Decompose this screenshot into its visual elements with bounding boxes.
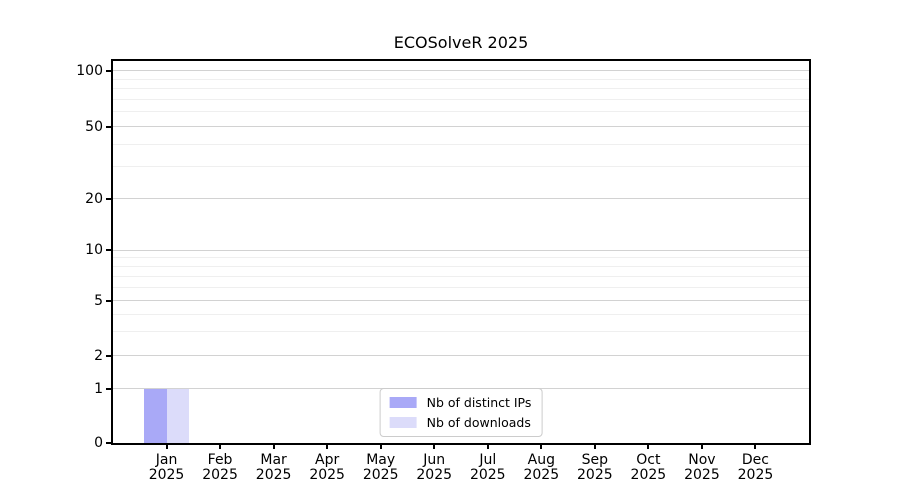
y-axis-tick xyxy=(106,387,111,390)
x-tick-year: 2025 xyxy=(148,467,185,483)
x-axis-tick xyxy=(700,445,703,449)
x-tick-year: 2025 xyxy=(684,467,720,483)
x-axis-tick xyxy=(433,445,436,449)
y-axis-tick xyxy=(106,69,111,72)
y-axis-tick-label: 50 xyxy=(85,118,103,135)
gridline-minor xyxy=(113,313,809,315)
gridline-major xyxy=(113,198,809,200)
legend-swatch xyxy=(389,417,417,428)
y-axis-tick-label: 1 xyxy=(94,380,103,397)
legend-item: Nb of downloads xyxy=(389,414,532,431)
y-axis-tick-label: 10 xyxy=(85,242,103,259)
x-axis-tick-label: Nov 2025 xyxy=(670,453,734,483)
x-tick-month: Feb xyxy=(207,452,233,468)
y-axis-tick-label: 2 xyxy=(94,347,103,364)
x-tick-year: 2025 xyxy=(309,467,345,483)
x-tick-year: 2025 xyxy=(202,467,238,483)
gridline-major xyxy=(113,70,809,72)
bar-downloads xyxy=(166,388,189,443)
x-axis-tick-label: May 2025 xyxy=(349,453,413,483)
bar-distinct-ips xyxy=(143,388,167,443)
legend-label: Nb of distinct IPs xyxy=(426,395,532,410)
gridline-minor xyxy=(113,78,809,80)
x-axis-tick-label: Sep 2025 xyxy=(563,453,627,483)
gridline-minor xyxy=(113,330,809,332)
legend-item: Nb of distinct IPs xyxy=(389,394,532,411)
y-axis-tick xyxy=(106,299,111,302)
x-axis-tick xyxy=(165,445,168,449)
x-axis-tick xyxy=(219,445,222,449)
x-tick-month: Dec xyxy=(741,452,769,468)
x-tick-month: Aug xyxy=(527,452,555,468)
x-tick-year: 2025 xyxy=(630,467,667,483)
gridline-minor xyxy=(113,143,809,145)
gridline-major xyxy=(113,126,809,128)
x-axis-tick-label: Oct 2025 xyxy=(616,453,680,483)
x-tick-month: Nov xyxy=(688,452,716,468)
plot-area: Nb of distinct IPs Nb of downloads xyxy=(111,59,811,445)
x-tick-year: 2025 xyxy=(577,467,613,483)
chart-title: ECOSolveR 2025 xyxy=(393,33,529,52)
x-tick-month: Jul xyxy=(479,452,497,468)
x-axis-tick-label: Jul 2025 xyxy=(456,453,520,483)
x-axis-tick-label: Aug 2025 xyxy=(509,453,573,483)
y-axis-tick-label: 20 xyxy=(85,190,103,207)
x-axis-tick xyxy=(486,445,489,449)
x-axis-tick-label: Mar 2025 xyxy=(242,453,306,483)
x-tick-year: 2025 xyxy=(737,467,774,483)
x-tick-month: Oct xyxy=(636,452,661,468)
y-axis-tick-label: 5 xyxy=(94,292,103,309)
x-axis-tick-label: Jun 2025 xyxy=(402,453,466,483)
gridline-minor xyxy=(113,286,809,288)
x-tick-year: 2025 xyxy=(362,467,399,483)
x-tick-month: Apr xyxy=(315,452,340,468)
y-axis-tick xyxy=(106,354,111,357)
x-tick-year: 2025 xyxy=(469,467,506,483)
y-axis-tick xyxy=(106,197,111,200)
x-tick-month: Jan xyxy=(155,452,178,468)
gridline-minor xyxy=(113,265,809,267)
gridline-major xyxy=(113,300,809,301)
x-axis-tick xyxy=(593,445,596,449)
x-axis-tick-label: Feb 2025 xyxy=(188,453,252,483)
x-axis-tick xyxy=(379,445,382,449)
gridline-minor xyxy=(113,88,809,90)
x-tick-month: May xyxy=(366,452,396,468)
y-axis-tick-label: 100 xyxy=(76,62,103,79)
y-axis-tick xyxy=(106,125,111,128)
x-axis-tick xyxy=(754,445,757,449)
x-axis-tick xyxy=(326,445,329,449)
x-tick-year: 2025 xyxy=(255,467,292,483)
gridline-minor xyxy=(113,111,809,113)
gridline-major xyxy=(113,355,809,357)
y-axis-tick-label: 0 xyxy=(94,435,103,451)
x-tick-month: Mar xyxy=(260,452,287,468)
x-axis-tick xyxy=(647,445,650,449)
legend-swatch xyxy=(389,397,417,408)
gridline-minor xyxy=(113,166,809,168)
y-axis-tick xyxy=(106,442,111,444)
x-axis-tick xyxy=(272,445,275,449)
x-axis-tick-label: Apr 2025 xyxy=(295,453,359,483)
gridline-minor xyxy=(113,275,809,277)
x-axis-tick-label: Dec 2025 xyxy=(723,453,787,483)
legend: Nb of distinct IPs Nb of downloads xyxy=(379,388,543,437)
x-tick-year: 2025 xyxy=(523,467,560,483)
gridline-major xyxy=(113,249,809,251)
x-axis-tick xyxy=(540,445,543,449)
gridline-minor xyxy=(113,98,809,100)
gridline-minor xyxy=(113,257,809,259)
x-axis-tick-label: Jan 2025 xyxy=(135,453,199,483)
y-axis-tick xyxy=(106,249,111,252)
x-tick-month: Jun xyxy=(423,452,446,468)
legend-label: Nb of downloads xyxy=(426,415,531,430)
x-tick-month: Sep xyxy=(581,452,609,468)
x-tick-year: 2025 xyxy=(416,467,453,483)
